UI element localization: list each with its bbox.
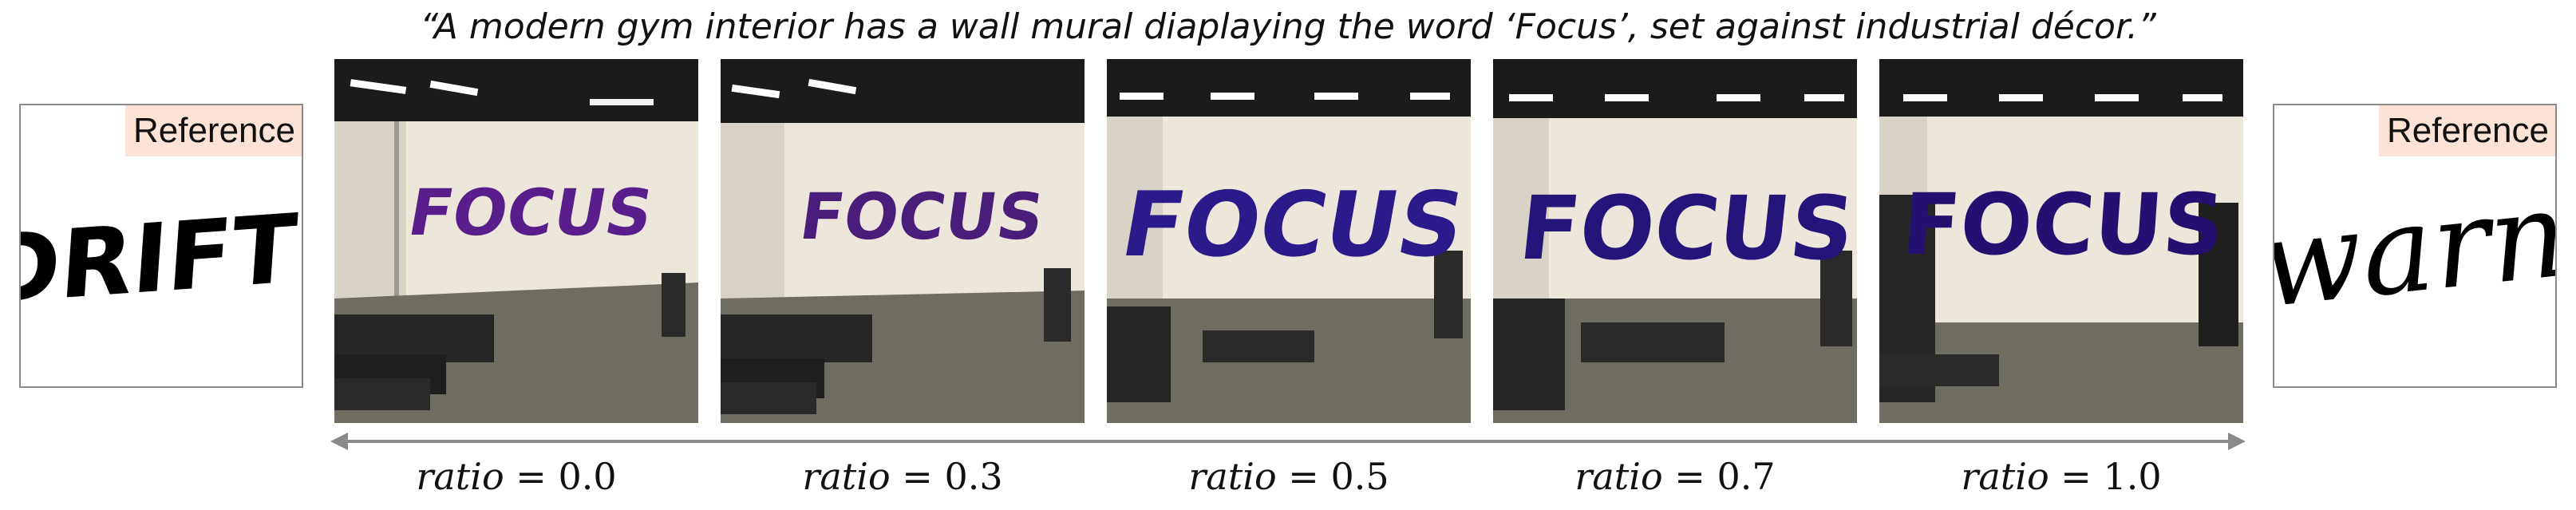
- wall-mural-text: FOCUS: [1114, 172, 1471, 277]
- reference-right-label: Reference: [2378, 105, 2555, 156]
- wall-mural-text: FOCUS: [403, 176, 658, 251]
- reference-left: DRIFT Reference: [19, 104, 303, 388]
- ratio-label-0-3: ratio = 0.3: [802, 455, 1003, 498]
- wall-mural-text: FOCUS: [1899, 176, 2227, 275]
- ratio-axis-arrow: [330, 433, 2246, 450]
- ratio-label-1-0: ratio = 1.0: [1961, 455, 2162, 498]
- ratio-label-0-7: ratio = 0.7: [1574, 455, 1776, 498]
- figure-caption: “A modern gym interior has a wall mural …: [420, 6, 2156, 47]
- generated-image-ratio-0-0: FOCUS: [334, 59, 698, 423]
- wall-mural-text: FOCUS: [1515, 178, 1857, 280]
- reference-left-glyphs: DRIFT: [21, 193, 300, 326]
- reference-right-glyphs: warn: [2274, 164, 2555, 334]
- generated-image-ratio-1-0: FOCUS: [1879, 59, 2243, 423]
- reference-left-word: DRIFT: [21, 193, 300, 326]
- wall-mural-text: FOCUS: [796, 179, 1049, 254]
- reference-right: warn Reference: [2273, 104, 2557, 388]
- ratio-label-0-0: ratio = 0.0: [416, 455, 617, 498]
- reference-left-label: Reference: [124, 105, 302, 156]
- generated-image-ratio-0-3: FOCUS: [721, 59, 1085, 423]
- ratio-label-0-5: ratio = 0.5: [1188, 455, 1389, 498]
- generated-image-ratio-0-5: FOCUS: [1107, 59, 1471, 423]
- generated-image-ratio-0-7: FOCUS: [1493, 59, 1857, 423]
- reference-right-word: warn: [2274, 164, 2555, 334]
